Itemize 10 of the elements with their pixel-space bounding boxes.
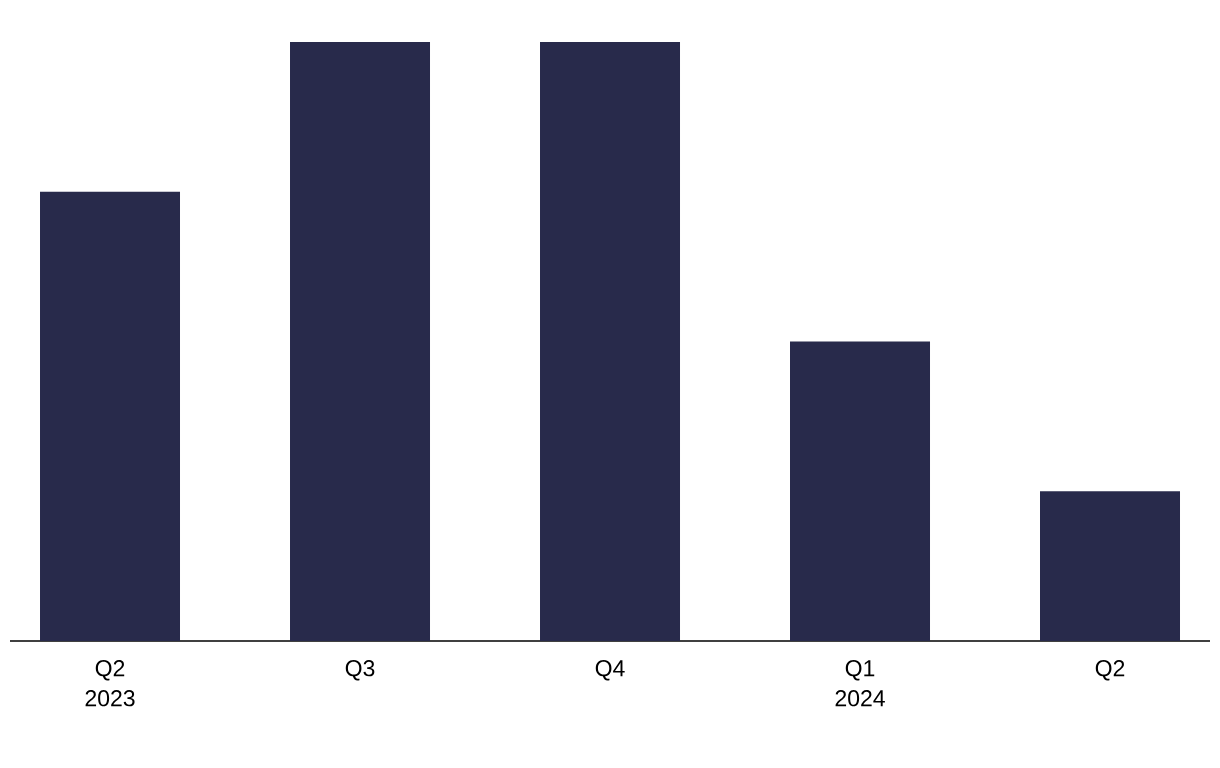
bar xyxy=(540,42,681,641)
x-tick-label: Q2 2023 xyxy=(85,660,135,707)
bar xyxy=(290,42,431,641)
x-tick-label: Q1 2024 xyxy=(835,660,885,707)
bar xyxy=(1040,491,1181,641)
bar xyxy=(40,191,181,641)
x-tick-label: Q4 xyxy=(595,660,625,681)
x-tick-label: Q2 xyxy=(1095,660,1125,681)
x-tick-label: Q3 xyxy=(345,660,375,681)
bar xyxy=(790,341,931,641)
